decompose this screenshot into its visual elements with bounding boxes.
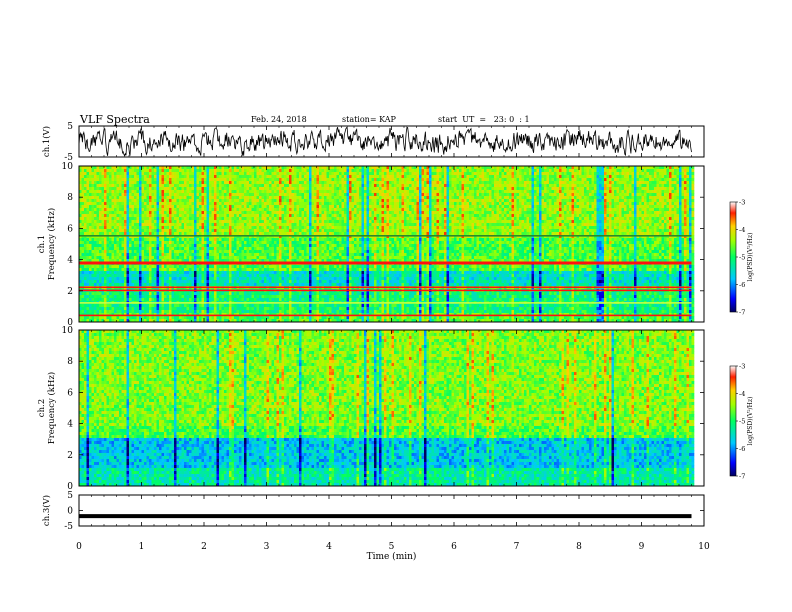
colorbar-tick-label: -6	[739, 445, 745, 453]
x-tick-label: 8	[576, 542, 582, 552]
y-axis-label: Frequency (kHz)	[46, 372, 57, 444]
narrowband-line	[79, 302, 692, 304]
colorbar	[729, 201, 737, 313]
y-tick-label: 0	[67, 507, 73, 517]
y-axis-label: ch.1	[37, 235, 47, 253]
colorbar-tick-label: -3	[739, 199, 745, 207]
colorbar-tick-label: -4	[739, 390, 745, 398]
narrowband-line	[79, 289, 692, 292]
y-tick-label: 10	[62, 326, 74, 336]
x-tick-label: 4	[326, 542, 332, 552]
colorbar-tick-label: -6	[739, 281, 745, 289]
y-tick-label: 8	[67, 193, 73, 203]
x-tick-label: 0	[76, 542, 82, 552]
station-label: station= KAP	[342, 115, 396, 124]
y-tick-label: 0	[67, 482, 73, 492]
narrowband-line	[79, 314, 692, 317]
x-tick-label: 1	[139, 542, 145, 552]
y-tick-label: 4	[67, 420, 73, 430]
x-axis-label: Time (min)	[367, 551, 417, 562]
y-tick-label: -5	[64, 153, 73, 163]
y-tick-label: 2	[67, 451, 73, 461]
colorbar-label: log(PSD)(V²/Hz)	[747, 233, 754, 282]
panel-frame	[78, 494, 705, 527]
y-tick-label: 6	[67, 388, 73, 398]
y-tick-label: 4	[67, 256, 73, 266]
ch1-spectrogram-image	[79, 166, 695, 322]
x-tick-label: 5	[389, 542, 395, 552]
ch2-spectrogram-image	[79, 330, 695, 486]
colorbar-tick-label: -4	[739, 226, 745, 234]
y-tick-label: 5	[67, 122, 73, 132]
y-axis-label: Frequency (kHz)	[46, 208, 57, 280]
colorbar-tick-label: -5	[739, 254, 745, 262]
narrowband-line	[79, 235, 692, 237]
chart-title: VLF Spectra	[80, 113, 150, 126]
y-axis-label: ch.2	[37, 399, 47, 417]
y-tick-label: 2	[67, 287, 73, 297]
colorbar-tick-label: -7	[739, 309, 745, 317]
y-tick-label: 8	[67, 357, 73, 367]
panels-layer	[79, 126, 695, 519]
colorbar-tick-label: -5	[739, 418, 745, 426]
colorbar-tick-label: -3	[739, 363, 745, 371]
date-label: Feb. 24, 2018	[251, 115, 307, 124]
x-tick-label: 3	[264, 542, 270, 552]
x-tick-label: 7	[514, 542, 520, 552]
y-tick-label: -5	[64, 522, 73, 532]
x-tick-label: 9	[639, 542, 645, 552]
y-tick-label: 10	[62, 162, 74, 172]
colorbar-tick-label: -7	[739, 473, 745, 481]
narrowband-line	[79, 261, 692, 265]
ch1-waveform-line	[79, 126, 692, 157]
colorbar-label: log(PSD)(V²/Hz)	[747, 397, 754, 446]
x-tick-label: 10	[698, 542, 710, 552]
x-tick-label: 2	[201, 542, 207, 552]
y-axis-label: ch.1(V)	[41, 126, 52, 157]
x-tick-label: 6	[451, 542, 457, 552]
y-tick-label: 5	[67, 491, 73, 501]
start-time-label: start UT = 23: 0 : 1	[438, 115, 530, 124]
colorbar	[729, 365, 737, 477]
y-tick-label: 6	[67, 224, 73, 234]
narrowband-line	[79, 286, 692, 289]
ch1-waveform-plot	[79, 126, 692, 157]
y-axis-label: ch.3(V)	[41, 495, 52, 526]
y-tick-label: 0	[67, 318, 73, 328]
